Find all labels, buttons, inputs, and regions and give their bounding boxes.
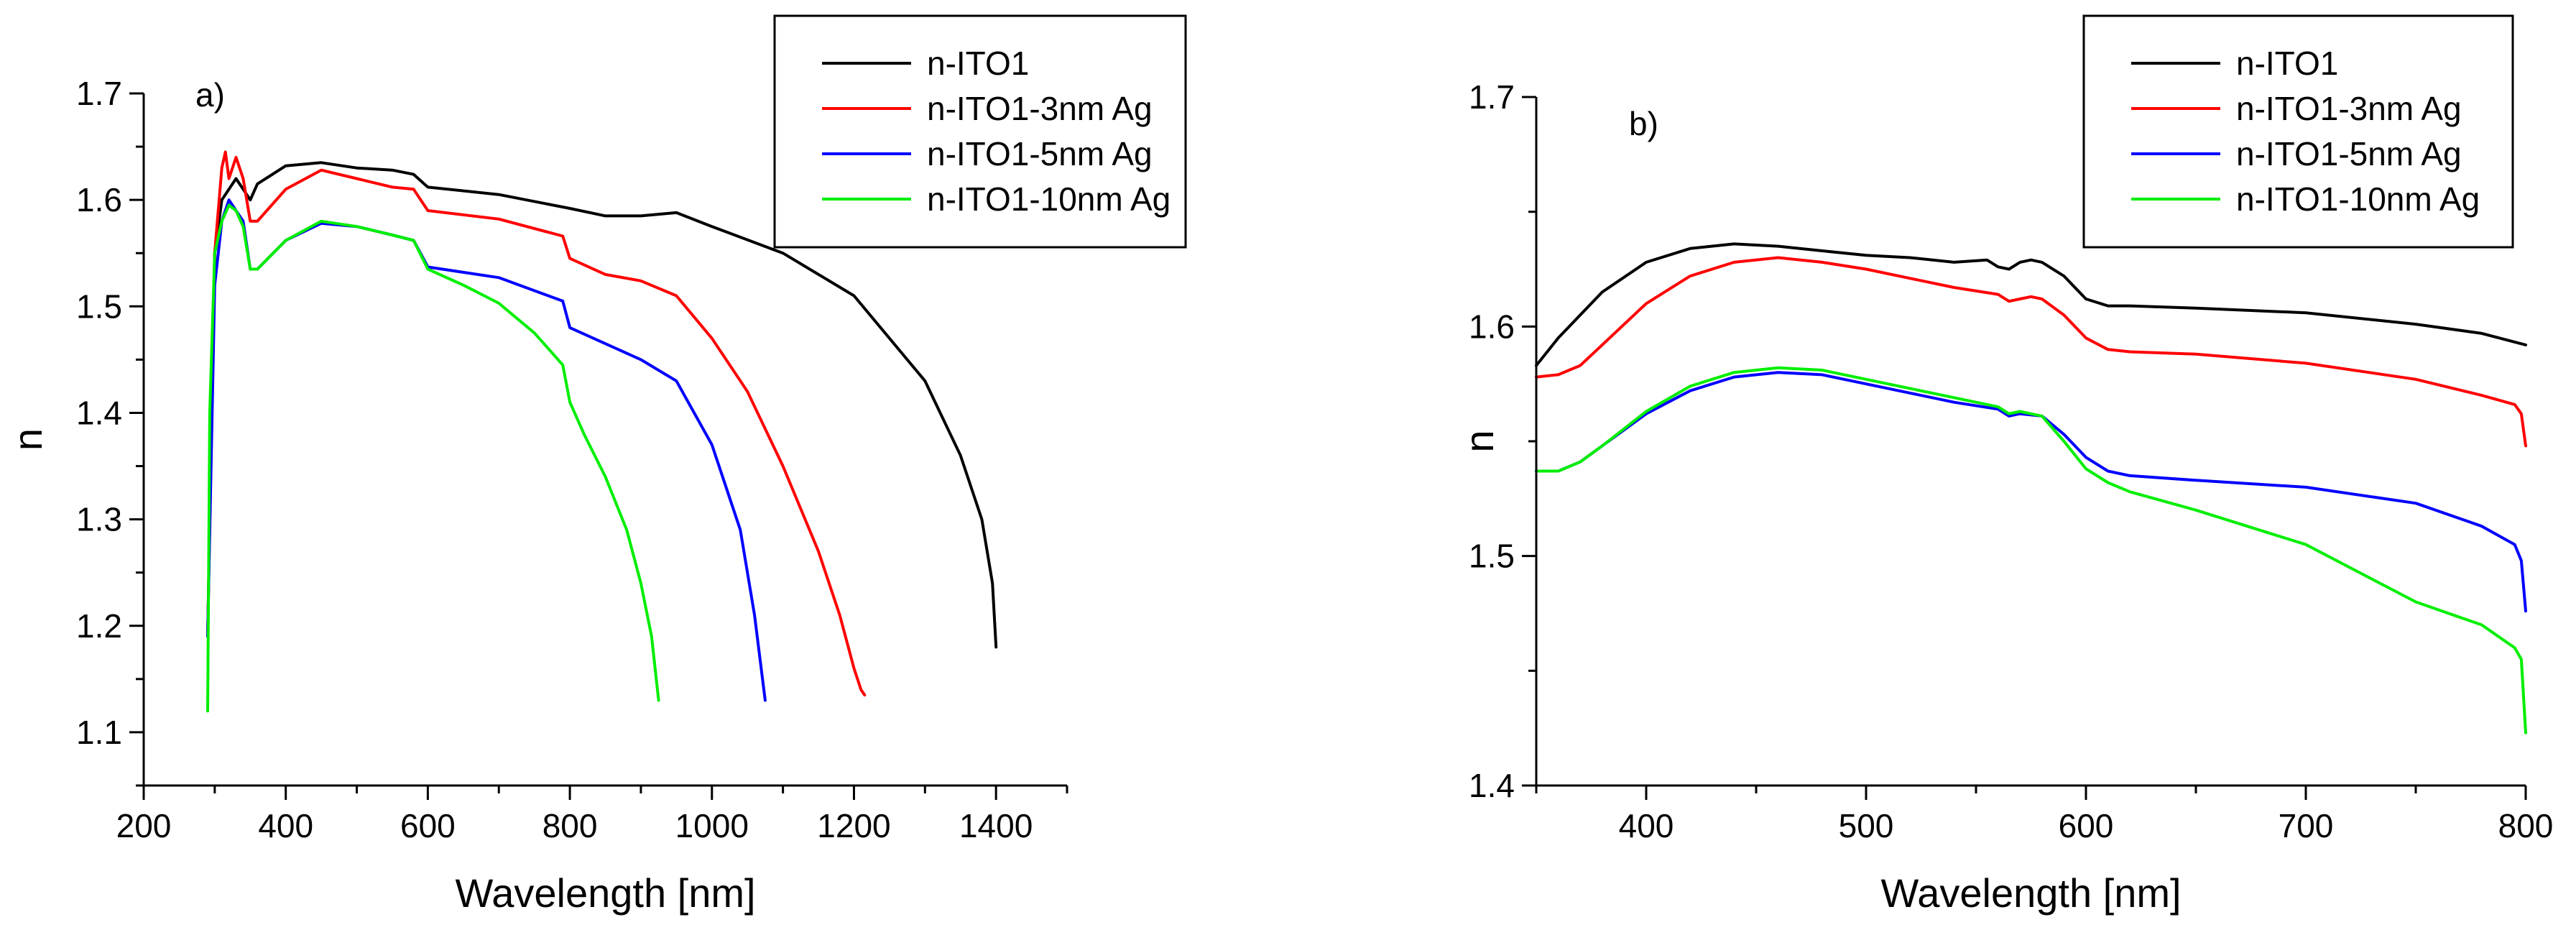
legend-a: n-ITO1 n-ITO1-3nm Ag n-ITO1-5nm Ag n-ITO1-1… bbox=[773, 14, 1187, 249]
x-axis-title-b: Wavelength [nm] bbox=[1880, 870, 2181, 916]
y-tick-label-b-2: 1.6 bbox=[1469, 308, 1515, 345]
x-tick-label-a-4: 1000 bbox=[675, 807, 749, 844]
y-tick-label-b-0: 1.4 bbox=[1469, 767, 1515, 804]
y-tick-label-b-3: 1.7 bbox=[1469, 78, 1515, 116]
y-tick-label-a-1: 1.2 bbox=[76, 607, 122, 645]
x-tick-label-b-2: 600 bbox=[2059, 807, 2114, 844]
y-tick-label-b-1: 1.5 bbox=[1469, 538, 1515, 575]
x-tick-label-b-1: 500 bbox=[1839, 807, 1894, 844]
series-line-b-2 bbox=[1535, 371, 2527, 613]
legend-label-b-2: n-ITO1-5nm Ag bbox=[2236, 135, 2462, 172]
series-line-b-0 bbox=[1535, 242, 2527, 367]
x-tick-label-a-0: 200 bbox=[116, 807, 172, 844]
x-tick-label-a-2: 600 bbox=[400, 807, 456, 844]
x-tick-label-a-6: 1400 bbox=[959, 807, 1033, 844]
legend-box-b bbox=[2082, 14, 2514, 249]
y-tick-label-a-0: 1.1 bbox=[76, 714, 122, 751]
chart-panel-a: 200 400 600 800 1000 1200 1400 1.1 1.2 1.3 1.4 1.5 1… bbox=[5, 14, 1187, 916]
legend-label-a-1: n-ITO1-3nm Ag bbox=[927, 90, 1153, 127]
x-axis-title-a: Wavelength [nm] bbox=[455, 870, 755, 916]
legend-label-a-0: n-ITO1 bbox=[927, 45, 1029, 82]
chart-panel-b: 400 500 600 700 800 1.4 1.5 1.6 1.7 Wavelength [n… bbox=[1456, 14, 2554, 916]
x-tick-label-b-0: 400 bbox=[1619, 807, 1674, 844]
y-tick-label-a-3: 1.4 bbox=[76, 394, 122, 431]
x-tick-label-a-1: 400 bbox=[258, 807, 313, 844]
y-tick-label-a-2: 1.3 bbox=[76, 501, 122, 538]
y-axis-title-b: n bbox=[1456, 430, 1502, 452]
y-tick-label-a-6: 1.7 bbox=[76, 75, 122, 112]
x-tick-label-a-5: 1200 bbox=[817, 807, 890, 844]
series-line-a-3 bbox=[206, 203, 660, 713]
x-tick-label-b-3: 700 bbox=[2279, 807, 2334, 844]
legend-label-b-3: n-ITO1-10nm Ag bbox=[2236, 180, 2480, 218]
panel-label-b: b) bbox=[1629, 105, 1658, 142]
x-tick-label-a-3: 800 bbox=[543, 807, 598, 844]
panel-label-a: a) bbox=[195, 76, 225, 114]
legend-b: n-ITO1 n-ITO1-3nm Ag n-ITO1-5nm Ag n-ITO1-1… bbox=[2082, 14, 2514, 249]
y-tick-label-a-4: 1.5 bbox=[76, 287, 122, 325]
legend-label-a-2: n-ITO1-5nm Ag bbox=[927, 135, 1153, 172]
x-tick-label-b-4: 800 bbox=[2498, 807, 2554, 844]
y-axis-title-a: n bbox=[5, 428, 50, 451]
series-line-b-3 bbox=[1535, 366, 2527, 734]
series-line-a-1 bbox=[206, 150, 867, 697]
legend-label-b-0: n-ITO1 bbox=[2236, 45, 2338, 82]
legend-box-a bbox=[773, 14, 1187, 249]
series-line-b-1 bbox=[1535, 256, 2527, 448]
y-tick-label-a-5: 1.6 bbox=[76, 181, 122, 218]
series-line-a-0 bbox=[206, 161, 998, 649]
legend-label-b-1: n-ITO1-3nm Ag bbox=[2236, 90, 2462, 127]
legend-label-a-3: n-ITO1-10nm Ag bbox=[927, 180, 1171, 218]
